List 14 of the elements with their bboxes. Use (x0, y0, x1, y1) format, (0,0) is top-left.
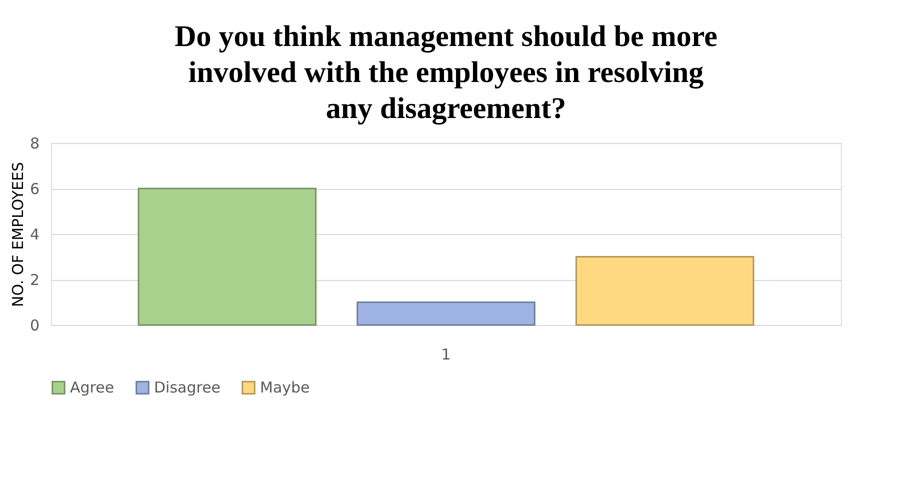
y-tick-label: 4 (30, 226, 40, 244)
legend-label: Maybe (260, 378, 310, 397)
x-tick-label: 1 (441, 346, 451, 364)
bar (356, 302, 536, 326)
y-tick-label: 6 (30, 180, 40, 198)
bar (138, 188, 317, 326)
y-tick-label: 0 (30, 316, 40, 334)
y-tick-label: 2 (30, 271, 40, 289)
y-axis-title: NO. OF EMPLOYEES (8, 162, 27, 308)
legend-label: Disagree (154, 378, 221, 397)
y-tick-label: 8 (30, 134, 40, 152)
bar (575, 256, 754, 326)
legend-label: Agree (70, 378, 114, 397)
chart-title: Do you think management should be more involved with the employees in resolving any disagreement? (174, 20, 718, 125)
